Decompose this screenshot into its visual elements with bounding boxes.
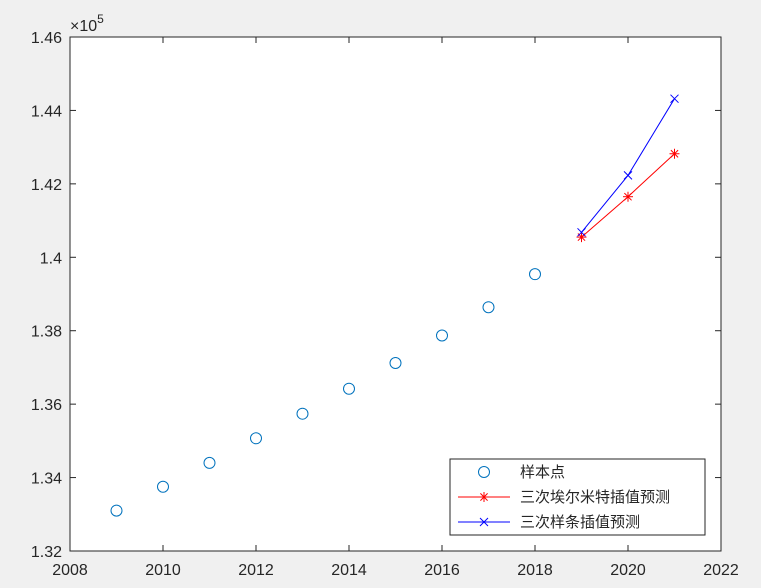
x-tick-label: 2020	[610, 562, 646, 579]
series-1-point	[576, 232, 587, 243]
y-tick-label: 1.32	[31, 544, 62, 561]
x-tick-label: 2018	[517, 562, 553, 579]
legend-marker	[479, 492, 489, 502]
x-tick-label: 2022	[703, 562, 739, 579]
legend-entry: 三次埃尔米特插值预测	[458, 488, 670, 506]
x-tick-label: 2010	[145, 562, 181, 579]
series-0-point	[157, 480, 169, 493]
series-2-point	[623, 171, 633, 180]
chart-ticks: 2008 2010 2012 2014 2016 2018 2020 2022 1.32 1.34…	[31, 30, 739, 579]
axes-box	[69, 36, 722, 552]
y-exponent-label: ×105	[70, 12, 104, 35]
y-tick-label: 1.42	[31, 177, 62, 194]
series-0-point	[482, 301, 495, 314]
x-tick-label: 2014	[331, 562, 367, 579]
y-tick-label: 1.36	[31, 397, 62, 414]
legend-label: 三次埃尔米特插值预测	[520, 488, 670, 506]
series-1-point	[669, 148, 680, 159]
series-0-point	[529, 268, 541, 281]
legend-entry: 样本点	[478, 463, 565, 481]
y-tick-label: 1.34	[31, 471, 62, 488]
series-0-point	[203, 456, 216, 469]
y-tick-label: 1.44	[31, 103, 62, 120]
legend-marker	[479, 517, 489, 527]
series-0-point	[110, 504, 123, 517]
y-tick-label: 1.4	[40, 250, 62, 267]
series-0-point	[296, 407, 309, 420]
legend-entry: 三次样条插值预测	[458, 513, 640, 531]
series-0-point	[436, 329, 448, 342]
series-0-point	[250, 432, 262, 445]
legend-marker	[478, 466, 490, 478]
legend-label: 三次样条插值预测	[520, 513, 640, 531]
series-0-point	[389, 357, 402, 370]
x-tick-label: 2008	[52, 562, 88, 579]
x-tick-label: 2016	[424, 562, 460, 579]
chart-marks	[110, 94, 680, 517]
series-0-point	[343, 382, 355, 395]
series-1-point	[623, 191, 633, 202]
series-2-point	[577, 227, 586, 237]
x-tick-label: 2012	[238, 562, 274, 579]
series-2-point	[670, 94, 679, 104]
legend-label: 样本点	[520, 463, 565, 481]
y-tick-label: 1.38	[31, 324, 62, 341]
y-tick-label: 1.46	[31, 30, 62, 47]
